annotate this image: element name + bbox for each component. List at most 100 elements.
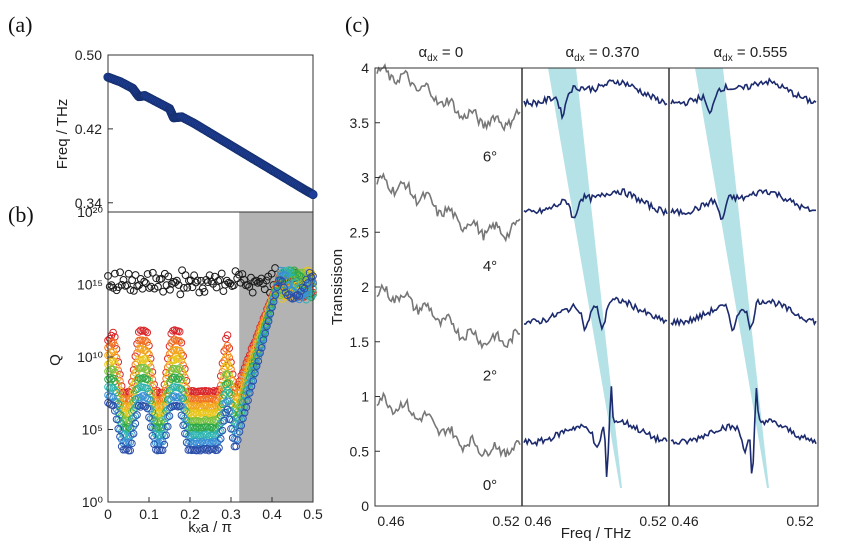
panel-c-angle-labels: 6° 4° 2° 0° <box>483 149 497 495</box>
q-point <box>256 349 264 357</box>
q-point <box>210 386 218 395</box>
q-point-black <box>179 284 188 292</box>
ytick-label: 3 <box>361 170 369 186</box>
panel-b-ylabel: Q <box>47 354 64 366</box>
q-point <box>111 407 119 415</box>
panel-label-a: (a) <box>8 12 32 37</box>
q-point-black <box>257 274 266 283</box>
q-point <box>215 401 223 409</box>
q-point <box>223 405 232 414</box>
q-point <box>175 392 184 401</box>
q-point <box>136 403 145 411</box>
q-point <box>109 328 117 337</box>
q-point <box>245 384 254 393</box>
q-point <box>170 346 179 355</box>
q-point-black <box>145 284 154 292</box>
q-point <box>266 304 275 313</box>
panel-c-xticks: 0.46 0.52 0.46 0.52 0.46 0.52 <box>377 513 813 529</box>
transmission-line <box>523 188 668 219</box>
q-point <box>177 394 186 403</box>
q-point <box>225 415 234 424</box>
q-point <box>163 422 172 431</box>
q-point <box>280 283 288 292</box>
ytick-label: 10²⁰ <box>77 204 103 220</box>
panel-c-title: αdx = 0 <box>419 44 464 64</box>
ytick-label: 3.5 <box>350 115 370 131</box>
q-point <box>170 335 179 344</box>
q-point <box>268 303 276 311</box>
q-point <box>269 294 278 303</box>
q-point <box>193 446 201 455</box>
q-point-black <box>105 282 114 291</box>
q-point-black <box>252 276 261 285</box>
q-point <box>223 370 232 378</box>
q-point-black <box>193 276 202 285</box>
q-point <box>109 393 117 402</box>
q-point <box>300 284 309 293</box>
q-point <box>271 291 280 299</box>
q-point <box>196 424 205 433</box>
q-point <box>148 431 157 440</box>
q-point-black <box>178 266 186 275</box>
q-point <box>126 446 135 455</box>
q-point <box>259 334 268 342</box>
panel-c: 00.511.522.533.54 0.46 0.52 0.46 0.52 0.46 0.… <box>329 44 819 542</box>
q-point <box>105 374 114 382</box>
q-point-black <box>191 278 200 287</box>
q-point-black <box>126 286 135 294</box>
q-point-black <box>164 272 173 281</box>
q-point-black <box>117 280 126 289</box>
q-point <box>143 375 152 384</box>
q-point <box>175 384 184 393</box>
q-point <box>143 366 152 374</box>
q-point-black <box>181 271 190 280</box>
q-point <box>162 431 170 439</box>
q-point <box>126 438 135 447</box>
q-point-black <box>235 270 243 279</box>
q-point <box>158 446 167 454</box>
q-point <box>223 360 232 368</box>
q-point <box>133 411 141 419</box>
q-point <box>175 337 184 345</box>
q-point <box>225 388 234 397</box>
q-point <box>124 423 133 431</box>
q-point <box>141 402 150 411</box>
transmission-line <box>376 62 521 133</box>
q-point-black <box>243 281 252 289</box>
ytick-label: 10¹⁵ <box>77 277 103 293</box>
q-point <box>304 279 312 287</box>
q-point <box>239 414 247 423</box>
transmission-line <box>670 297 817 332</box>
q-point <box>240 408 249 417</box>
xtick-label: 0.46 <box>377 513 404 529</box>
ytick-label: 0.42 <box>75 121 102 137</box>
q-point <box>111 333 119 341</box>
q-point <box>261 329 269 338</box>
xtick-label: 0.52 <box>786 513 813 529</box>
q-point <box>177 411 186 420</box>
q-point-black <box>267 269 276 278</box>
q-point <box>223 351 232 359</box>
transmission-line <box>523 78 668 121</box>
panel-label-b: (b) <box>8 202 34 227</box>
q-point <box>170 392 179 400</box>
q-point <box>174 375 182 383</box>
ytick-label: 2 <box>361 279 369 295</box>
q-point <box>216 434 225 443</box>
q-point-black <box>110 269 119 278</box>
ytick-label: 1 <box>361 389 369 405</box>
q-point <box>138 356 146 364</box>
angle-label: 6° <box>483 149 497 166</box>
q-point-black <box>159 287 168 296</box>
q-point <box>220 416 228 425</box>
q-point <box>138 336 146 344</box>
xtick-label: 0 <box>104 506 112 522</box>
q-point <box>114 425 123 433</box>
q-point <box>292 291 300 300</box>
xtick-label: 0.46 <box>671 513 698 529</box>
q-point <box>264 314 273 322</box>
q-point <box>281 271 290 280</box>
q-point-black <box>148 268 157 277</box>
q-point <box>172 401 181 410</box>
resonance-band <box>695 68 769 488</box>
